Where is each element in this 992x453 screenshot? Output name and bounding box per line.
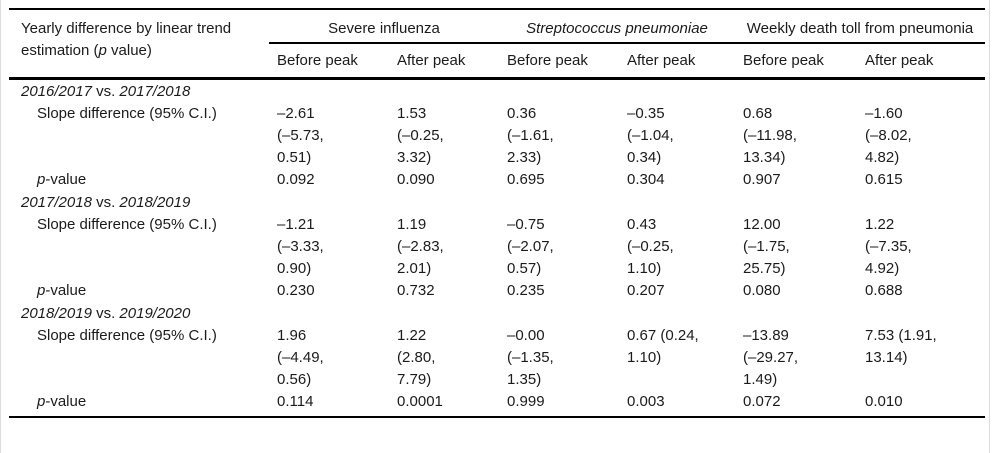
slope-cell: –0.75 (–2.07, 0.57) <box>507 216 554 277</box>
p-italic: p <box>37 282 46 299</box>
p-value-cell: 0.080 <box>743 282 781 299</box>
p-value-row: p-value 0.230 0.732 0.235 0.207 0.080 0.… <box>9 280 985 302</box>
p-value-row-label: p-value <box>9 169 269 191</box>
results-table: Yearly difference by linear trend estima… <box>9 8 986 418</box>
slope-difference-row: Slope difference (95% C.I.) –1.21 (–3.33… <box>9 214 985 280</box>
p-rest: -value <box>45 282 87 299</box>
year-label: 2017/2018 vs. 2018/2019 <box>9 191 985 214</box>
p-rest: -value <box>45 171 87 188</box>
slope-cell: 1.53 (–0.25, 3.32) <box>397 105 444 166</box>
slope-cell: 0.67 (0.24, 1.10) <box>627 327 699 366</box>
p-italic: p <box>37 393 46 410</box>
slope-cell: 1.22 (2.80, 7.79) <box>397 327 436 388</box>
p-value-cell: 0.0001 <box>397 393 443 410</box>
p-value-row-label: p-value <box>9 280 269 302</box>
slope-difference-row: Slope difference (95% C.I.) 1.96 (–4.49,… <box>9 325 985 391</box>
slope-cell: 0.43 (–0.25, 1.10) <box>627 216 674 277</box>
p-value-cell: 0.114 <box>277 393 314 410</box>
p-value-row: p-value 0.092 0.090 0.695 0.304 0.907 0.… <box>9 169 985 191</box>
slope-cell: –0.00 (–1.35, 1.35) <box>507 327 554 388</box>
vs-text: vs. <box>91 83 120 100</box>
slope-cell: 7.53 (1.91, 13.14) <box>865 327 937 366</box>
title-p-italic: p <box>98 42 107 59</box>
p-value-cell: 0.907 <box>743 171 781 188</box>
p-value-cell: 0.072 <box>743 393 781 410</box>
after-peak-header: After peak <box>619 43 735 80</box>
p-value-cell: 0.207 <box>627 282 665 299</box>
year-2: 2018/2019 <box>119 194 191 211</box>
year-1: 2018/2019 <box>21 305 92 322</box>
p-value-row: p-value 0.114 0.0001 0.999 0.003 0.072 0… <box>9 391 985 417</box>
slope-row-label: Slope difference (95% C.I.) <box>37 216 217 233</box>
year-1: 2017/2018 <box>21 194 92 211</box>
slope-cell: 1.22 (–7.35, 4.92) <box>865 216 912 277</box>
p-value-cell: 0.003 <box>627 393 665 410</box>
year-comparison-row: 2018/2019 vs. 2019/2020 <box>9 302 985 325</box>
p-value-cell: 0.235 <box>507 282 545 299</box>
slope-cell: –1.21 (–3.33, 0.90) <box>277 216 324 277</box>
group-header-row: Yearly difference by linear trend estima… <box>9 9 986 80</box>
before-peak-header: Before peak <box>499 43 619 80</box>
p-value-cell: 0.090 <box>397 171 435 188</box>
slope-cell: –0.35 (–1.04, 0.34) <box>627 105 674 166</box>
slope-cell: 0.36 (–1.61, 2.33) <box>507 105 554 166</box>
p-value-cell: 0.615 <box>865 171 903 188</box>
title-text: Yearly difference by linear trend estima… <box>21 20 232 59</box>
p-value-row-label: p-value <box>9 391 269 417</box>
table-title-cell: Yearly difference by linear trend estima… <box>9 9 269 80</box>
year-1: 2016/2017 <box>21 83 92 100</box>
before-peak-header: Before peak <box>735 43 857 80</box>
p-value-cell: 0.230 <box>277 282 315 299</box>
after-peak-header: After peak <box>389 43 499 80</box>
p-italic: p <box>37 171 46 188</box>
p-value-cell: 0.732 <box>397 282 435 299</box>
p-rest: -value <box>45 393 87 410</box>
year-2: 2017/2018 <box>119 83 191 100</box>
year-2: 2019/2020 <box>119 305 191 322</box>
slope-row-label: Slope difference (95% C.I.) <box>37 105 217 122</box>
slope-row-label: Slope difference (95% C.I.) <box>37 327 217 344</box>
p-value-cell: 0.999 <box>507 393 545 410</box>
slope-cell: –2.61 (–5.73, 0.51) <box>277 105 324 166</box>
column-group-weekly-death-toll: Weekly death toll from pneumonia <box>735 9 986 44</box>
column-group-severe-influenza: Severe influenza <box>269 9 499 44</box>
slope-cell: –1.60 (–8.02, 4.82) <box>865 105 912 166</box>
slope-cell: 1.96 (–4.49, 0.56) <box>277 327 324 388</box>
p-value-cell: 0.092 <box>277 171 315 188</box>
before-peak-header: Before peak <box>269 43 389 80</box>
title-text-end: value) <box>106 42 152 59</box>
year-comparison-row: 2017/2018 vs. 2018/2019 <box>9 191 985 214</box>
year-label: 2018/2019 vs. 2019/2020 <box>9 302 985 325</box>
slope-cell: 12.00 (–1.75, 25.75) <box>743 216 790 277</box>
slope-cell: 0.68 (–11.98, 13.34) <box>743 105 797 166</box>
year-label: 2016/2017 vs. 2017/2018 <box>9 79 985 104</box>
year-comparison-row: 2016/2017 vs. 2017/2018 <box>9 79 985 104</box>
vs-text: vs. <box>91 305 120 322</box>
p-value-cell: 0.010 <box>865 393 903 410</box>
subheader-row: Before peak After peak Before peak After… <box>9 43 986 80</box>
p-value-cell: 0.695 <box>507 171 545 188</box>
after-peak-header: After peak <box>857 43 986 80</box>
slope-cell: 1.19 (–2.83, 2.01) <box>397 216 444 277</box>
vs-text: vs. <box>91 194 120 211</box>
slope-difference-row: Slope difference (95% C.I.) –2.61 (–5.73… <box>9 103 985 169</box>
column-group-streptococcus-pneumoniae: Streptococcus pneumoniae <box>499 9 735 44</box>
slope-cell: –13.89 (–29.27, 1.49) <box>743 327 799 388</box>
p-value-cell: 0.688 <box>865 282 903 299</box>
p-value-cell: 0.304 <box>627 171 665 188</box>
